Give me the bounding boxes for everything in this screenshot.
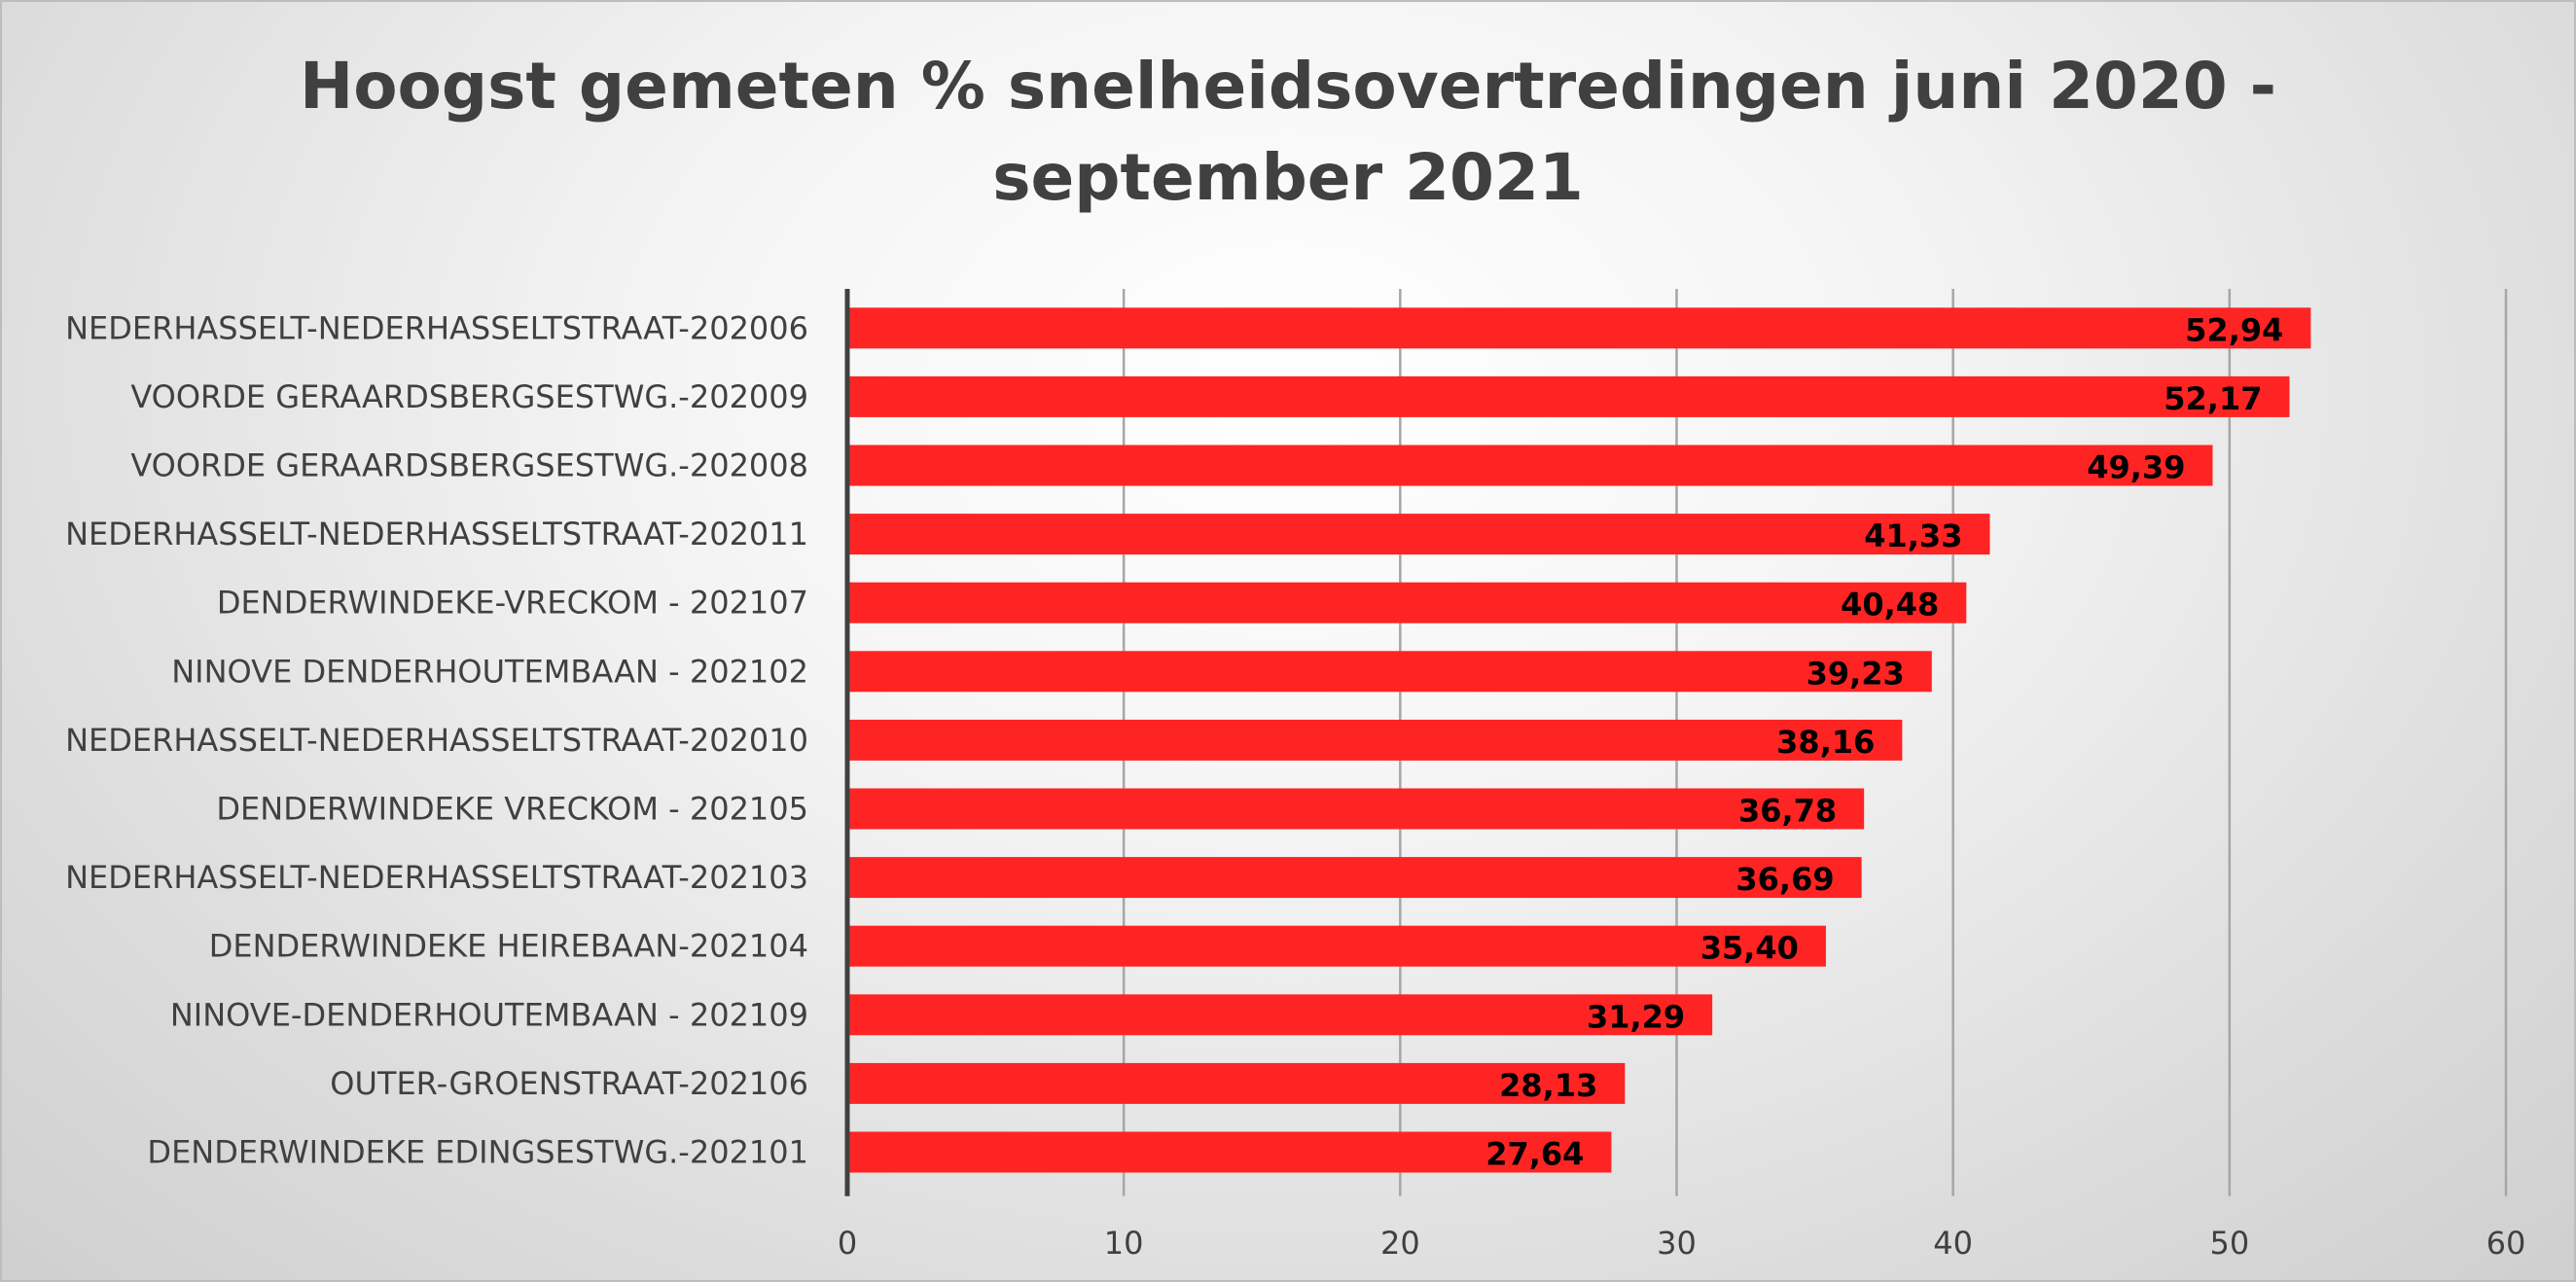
data-label-2: 52,17 [2164,380,2262,417]
data-label-5: 40,48 [1841,587,1939,623]
category-label-4: NEDERHASSELT-NEDERHASSELTSTRAAT-202011 [65,516,808,552]
bar-12 [847,1062,1626,1104]
x-tick-label-30: 30 [1657,1225,1697,1262]
bar-13 [847,1131,1612,1173]
category-label-2: VOORDE GERAARDSBERGSESTWG.-202009 [130,378,808,415]
category-label-7: NEDERHASSELT-NEDERHASSELTSTRAAT-202010 [65,722,808,759]
data-label-8: 36,78 [1738,793,1837,830]
bar-6 [847,651,1932,693]
bar-1 [847,307,2311,349]
x-tick-label-50: 50 [2209,1225,2249,1262]
chart-title: Hoogst gemeten % snelheidsovertredingen … [2,41,2574,224]
data-label-9: 36,69 [1735,861,1834,898]
bar-2 [847,375,2290,417]
x-tick-label-40: 40 [1933,1225,1973,1262]
bar-3 [847,445,2213,486]
x-tick-label-0: 0 [838,1225,857,1262]
data-label-7: 38,16 [1776,724,1875,761]
data-label-10: 35,40 [1700,930,1799,967]
data-label-12: 28,13 [1499,1067,1597,1104]
category-label-5: DENDERWINDEKE-VRECKOM - 202107 [217,585,808,622]
chart-title-line-2: september 2021 [992,140,1584,215]
data-label-4: 41,33 [1864,517,1962,554]
category-label-11: NINOVE-DENDERHOUTEMBAAN - 202109 [170,996,808,1033]
category-label-9: NEDERHASSELT-NEDERHASSELTSTRAAT-202103 [65,859,808,896]
data-label-1: 52,94 [2185,311,2283,348]
data-label-11: 31,29 [1587,998,1685,1035]
data-label-13: 27,64 [1485,1136,1584,1173]
data-label-6: 39,23 [1807,655,1905,692]
category-label-10: DENDERWINDEKE HEIREBAAN-202104 [209,928,808,965]
category-label-1: NEDERHASSELT-NEDERHASSELTSTRAAT-202006 [65,309,808,346]
bar-9 [847,857,1862,899]
category-label-12: OUTER-GROENSTRAAT-202106 [330,1065,808,1102]
bar-4 [847,514,1990,555]
category-label-6: NINOVE DENDERHOUTEMBAAN - 202102 [171,653,808,690]
bar-11 [847,994,1713,1036]
x-tick-label-10: 10 [1104,1225,1144,1262]
x-tick-label-60: 60 [2487,1225,2526,1262]
bar-7 [847,719,1903,761]
category-label-13: DENDERWINDEKE EDINGSESTWG.-202101 [147,1134,808,1171]
bar-10 [847,925,1826,967]
category-label-8: DENDERWINDEKE VRECKOM - 202105 [216,791,808,828]
category-label-3: VOORDE GERAARDSBERGSESTWG.-202008 [130,447,808,484]
bar-5 [847,582,1967,623]
chart-title-line-1: Hoogst gemeten % snelheidsovertredingen … [299,49,2277,124]
data-label-3: 49,39 [2087,449,2185,486]
bar-8 [847,788,1865,830]
x-tick-label-20: 20 [1380,1225,1420,1262]
